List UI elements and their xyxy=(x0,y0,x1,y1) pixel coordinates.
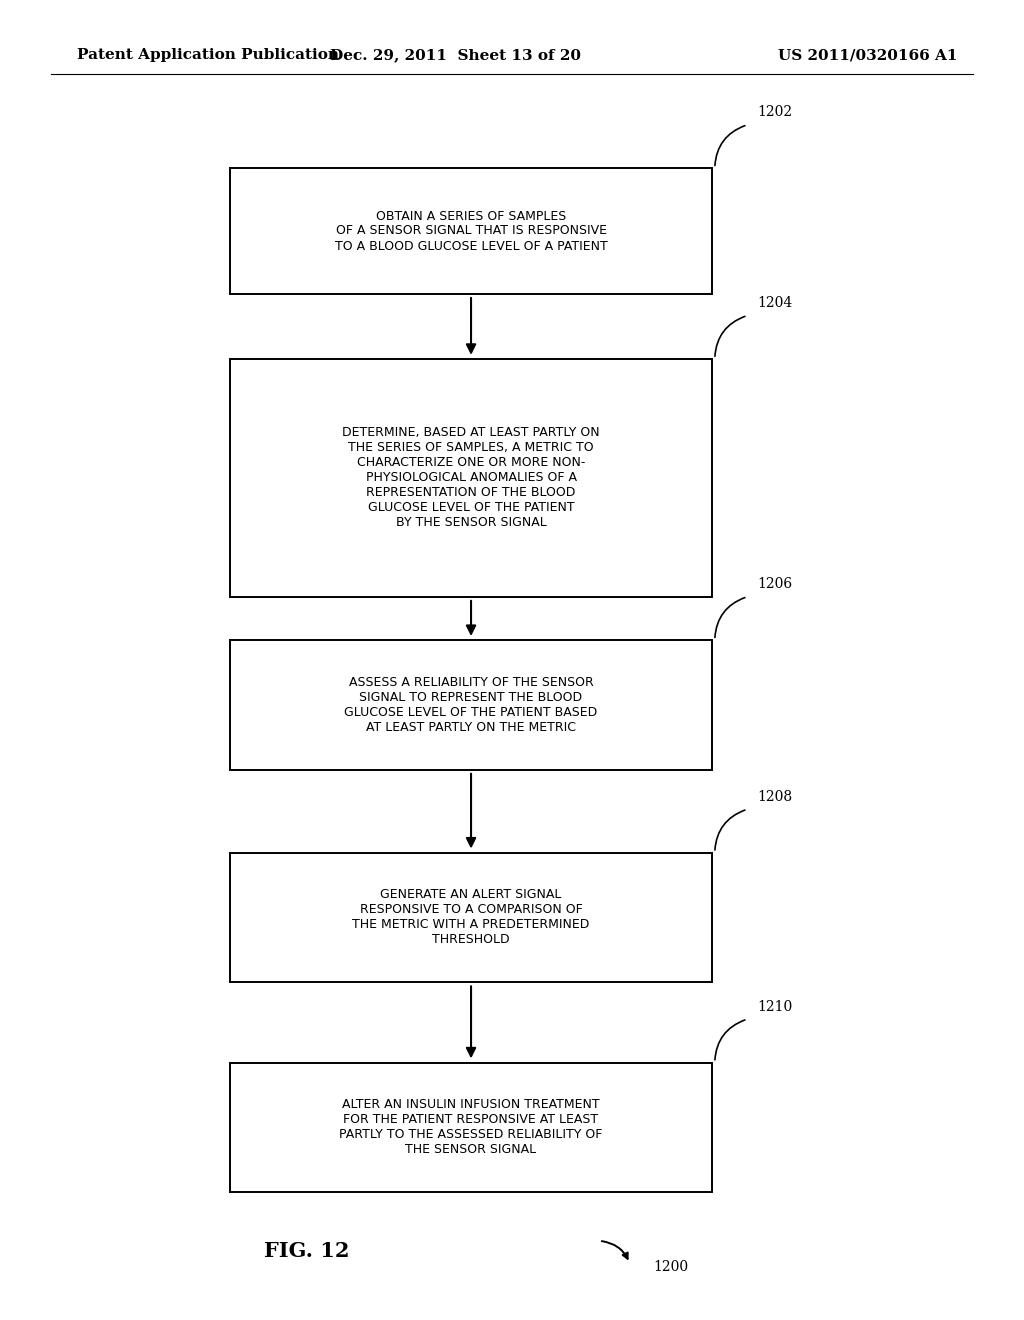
Text: 1210: 1210 xyxy=(758,999,793,1014)
Text: 1200: 1200 xyxy=(653,1261,688,1274)
Bar xyxy=(230,853,712,982)
Bar xyxy=(230,169,712,294)
Text: FIG. 12: FIG. 12 xyxy=(264,1241,350,1262)
Text: 1202: 1202 xyxy=(758,106,793,120)
Text: OBTAIN A SERIES OF SAMPLES
OF A SENSOR SIGNAL THAT IS RESPONSIVE
TO A BLOOD GLUC: OBTAIN A SERIES OF SAMPLES OF A SENSOR S… xyxy=(335,210,607,252)
Text: US 2011/0320166 A1: US 2011/0320166 A1 xyxy=(778,49,957,62)
Bar xyxy=(230,359,712,597)
Text: Patent Application Publication: Patent Application Publication xyxy=(77,49,339,62)
Bar xyxy=(230,640,712,770)
Text: ALTER AN INSULIN INFUSION TREATMENT
FOR THE PATIENT RESPONSIVE AT LEAST
PARTLY T: ALTER AN INSULIN INFUSION TREATMENT FOR … xyxy=(339,1098,603,1156)
Bar xyxy=(230,1063,712,1192)
Text: 1206: 1206 xyxy=(758,577,793,591)
Text: ASSESS A RELIABILITY OF THE SENSOR
SIGNAL TO REPRESENT THE BLOOD
GLUCOSE LEVEL O: ASSESS A RELIABILITY OF THE SENSOR SIGNA… xyxy=(344,676,598,734)
Text: DETERMINE, BASED AT LEAST PARTLY ON
THE SERIES OF SAMPLES, A METRIC TO
CHARACTER: DETERMINE, BASED AT LEAST PARTLY ON THE … xyxy=(342,426,600,529)
Text: Dec. 29, 2011  Sheet 13 of 20: Dec. 29, 2011 Sheet 13 of 20 xyxy=(330,49,582,62)
Text: GENERATE AN ALERT SIGNAL
RESPONSIVE TO A COMPARISON OF
THE METRIC WITH A PREDETE: GENERATE AN ALERT SIGNAL RESPONSIVE TO A… xyxy=(352,888,590,946)
Text: 1204: 1204 xyxy=(758,296,793,310)
Text: 1208: 1208 xyxy=(758,789,793,804)
